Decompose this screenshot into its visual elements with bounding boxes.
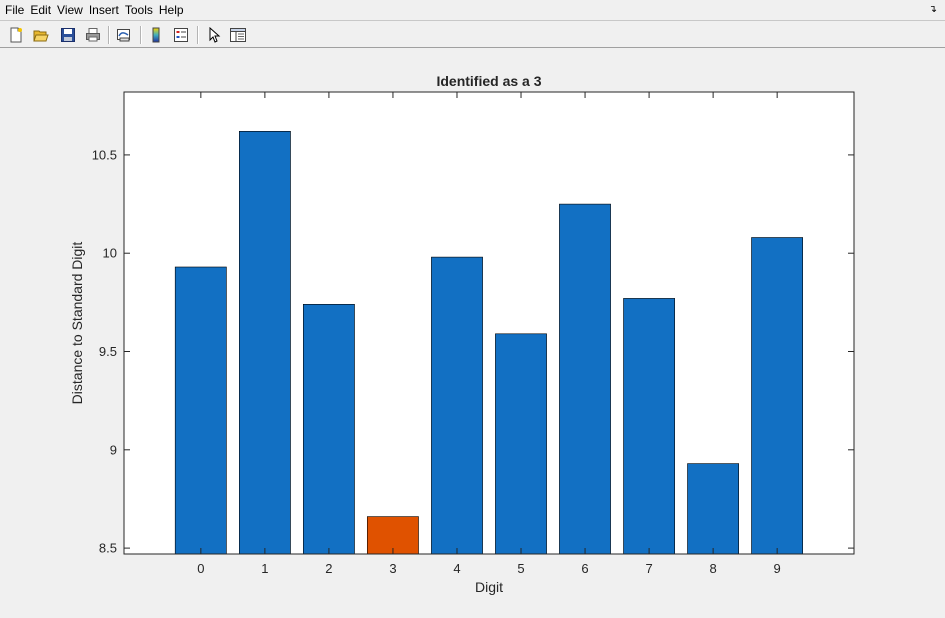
toolbar-separator [197, 26, 199, 44]
x-tick-label: 7 [645, 561, 652, 576]
menu-tools[interactable]: Tools [124, 3, 153, 17]
y-tick-label: 10.5 [92, 147, 117, 162]
new-figure-icon[interactable] [6, 25, 26, 45]
x-tick-label: 4 [453, 561, 460, 576]
x-tick-label: 0 [197, 561, 204, 576]
y-tick-label: 9 [110, 442, 117, 457]
figure-canvas: 0 1 2 3 4 5 6 7 8 9 8.5 9 9.5 10 10.5 Identified as a … [0, 49, 945, 618]
link-plot-icon[interactable] [114, 25, 134, 45]
edit-plot-pointer-icon[interactable] [204, 25, 224, 45]
y-tick-label: 9.5 [99, 344, 117, 359]
figure-toolbar [0, 20, 945, 48]
menu-edit[interactable]: Edit [30, 3, 52, 17]
x-tick-label: 6 [581, 561, 588, 576]
x-axis-label: Digit [475, 579, 503, 595]
open-file-icon[interactable] [31, 25, 51, 45]
legend-icon[interactable] [171, 25, 191, 45]
axes-background[interactable] [124, 92, 854, 554]
property-inspector-icon[interactable] [228, 25, 248, 45]
colorbar-icon[interactable] [146, 25, 166, 45]
menu-view[interactable]: View [57, 3, 83, 17]
bar-digit-5[interactable] [495, 333, 547, 555]
menu-file[interactable]: File [5, 3, 25, 17]
x-tick-label: 3 [389, 561, 396, 576]
dock-figure-icon[interactable]: ↴ [928, 4, 937, 15]
bar-digit-4[interactable] [431, 256, 483, 555]
y-axis-label: Distance to Standard Digit [69, 242, 85, 405]
bar-digit-1[interactable] [239, 131, 291, 555]
bar-digit-9[interactable] [751, 237, 804, 555]
bar-digit-2[interactable] [302, 304, 355, 555]
bar-digit-7[interactable] [623, 298, 676, 555]
print-icon[interactable] [83, 25, 103, 45]
x-tick-label: 8 [710, 561, 717, 576]
bar-digit-0[interactable] [174, 266, 227, 555]
menu-insert[interactable]: Insert [88, 3, 119, 17]
x-tick-label: 2 [325, 561, 332, 576]
menu-help[interactable]: Help [158, 3, 184, 17]
toolbar-separator [108, 26, 110, 44]
bar-digit-3[interactable] [366, 516, 419, 555]
y-tick-label: 8.5 [99, 541, 117, 556]
x-tick-label: 5 [517, 561, 524, 576]
bar-series [174, 131, 804, 555]
axes-box [123, 91, 855, 555]
axis-ticks: 0 1 2 3 4 5 6 7 8 9 8.5 9 9.5 10 10.5 [92, 92, 854, 576]
chart-title: Identified as a 3 [436, 73, 541, 89]
y-tick-label: 10 [103, 246, 117, 261]
bar-digit-6[interactable] [559, 203, 611, 555]
x-tick-label: 1 [261, 561, 268, 576]
menu-bar: File Edit View Insert Tools Help ↴ [0, 0, 945, 20]
x-tick-label: 9 [774, 561, 781, 576]
bar-digit-8[interactable] [687, 463, 740, 555]
toolbar-separator [140, 26, 142, 44]
save-icon[interactable] [58, 25, 78, 45]
